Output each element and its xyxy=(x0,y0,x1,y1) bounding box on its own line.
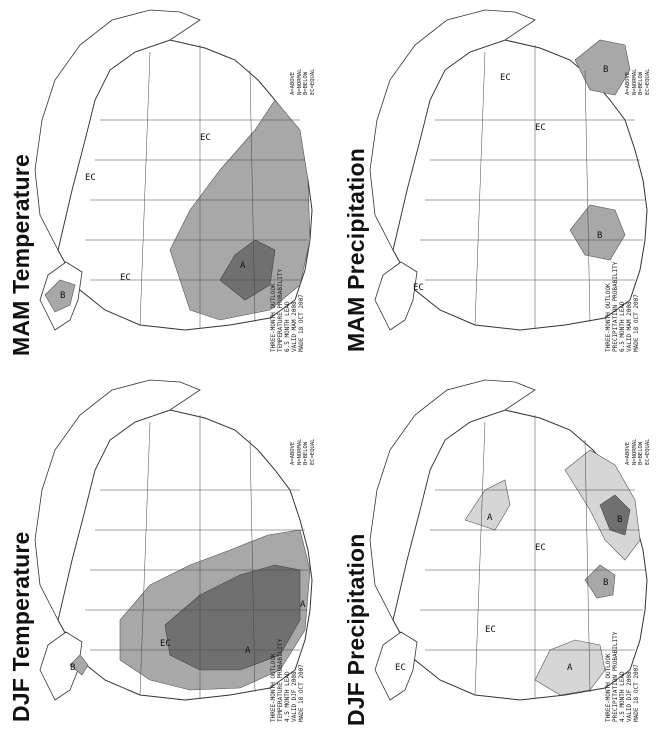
alaska-outline xyxy=(374,631,418,701)
region-label: EC xyxy=(85,173,96,183)
outlook-notes: THREE-MONTH OUTLOOK PRECIPITATION PROBABI… xyxy=(605,631,640,722)
panel-title: MAM Precipitation xyxy=(343,147,369,352)
shade-above-dark xyxy=(164,564,301,671)
shade-below-south xyxy=(584,564,616,599)
map-mam-precipitation: EC EC EC B B xyxy=(369,9,648,331)
region-label: B xyxy=(603,65,608,75)
panel-djf-precipitation: EC EC A A B B EC DJF Precipitation THREE… xyxy=(335,370,670,740)
region-label: A xyxy=(487,513,493,523)
region-label: B xyxy=(617,515,622,525)
region-label: B xyxy=(60,291,65,301)
panel-title: DJF Temperature xyxy=(8,531,34,722)
state-lines xyxy=(85,415,310,698)
region-label: EC xyxy=(500,73,511,83)
state-lines xyxy=(420,45,645,328)
outlook-notes: THREE-MONTH OUTLOOK TEMPERATURE PROBABILI… xyxy=(270,638,305,722)
shade-above-light xyxy=(169,99,311,321)
region-label: A xyxy=(300,600,306,610)
panel-mam-precipitation: EC EC EC B B MAM Precipitation THREE-MON… xyxy=(335,0,670,370)
shade-above-north xyxy=(464,479,511,531)
shade-above-west xyxy=(534,639,606,696)
canada-outline xyxy=(34,379,201,622)
legend: A=ABOVE N=NORMAL B=BELOW EC=EQUAL xyxy=(625,68,651,96)
canada-outline xyxy=(369,379,536,622)
region-label: B xyxy=(603,578,608,588)
panel-title: MAM Temperature xyxy=(8,154,34,356)
map-djf-temperature: EC A A B xyxy=(34,379,313,701)
shade-above-dark xyxy=(219,239,276,301)
outlook-notes: THREE-MONTH OUTLOOK PRECIPITATION PROBABI… xyxy=(605,261,640,352)
region-label: EC xyxy=(535,123,546,133)
shade-below-northeast xyxy=(574,39,631,96)
canada-outline xyxy=(34,9,201,252)
legend: A=ABOVE N=NORMAL B=BELOW EC=EQUAL xyxy=(290,68,316,96)
region-label: EC xyxy=(160,639,171,649)
panel-djf-temperature: EC A A B DJF Temperature THREE-MONTH OUT… xyxy=(0,370,335,740)
alaska-outline xyxy=(39,631,83,701)
shade-below-southwest xyxy=(569,204,626,261)
region-label: B xyxy=(597,231,602,241)
region-label: B xyxy=(70,663,75,673)
shade-below-dark xyxy=(599,494,631,536)
panel-title: DJF Precipitation xyxy=(343,533,369,726)
legend: A=ABOVE N=NORMAL B=BELOW EC=EQUAL xyxy=(625,438,651,466)
map-djf-precipitation: EC EC A A B B EC xyxy=(369,379,648,701)
canada-outline xyxy=(369,9,536,252)
region-label: A xyxy=(245,646,251,656)
alaska-outline xyxy=(374,261,418,331)
state-lines xyxy=(420,415,645,698)
outlook-notes: THREE-MONTH OUTLOOK TEMPERATURE PROBABILI… xyxy=(270,268,305,352)
region-label: EC xyxy=(200,133,211,143)
shade-below xyxy=(44,279,76,313)
region-label: EC xyxy=(413,283,424,293)
legend: A=ABOVE N=NORMAL B=BELOW EC=EQUAL xyxy=(290,438,316,466)
region-label: EC xyxy=(120,273,131,283)
region-label: EC xyxy=(395,663,406,673)
state-lines xyxy=(85,45,310,328)
panel-mam-temperature: EC EC EC A B MAM Temperature THREE-MONTH… xyxy=(0,0,335,370)
region-label: A xyxy=(240,261,246,271)
region-label: EC xyxy=(535,543,546,553)
map-mam-temperature: EC EC EC A B xyxy=(34,9,313,331)
region-label: EC xyxy=(485,625,496,635)
region-label: A xyxy=(567,663,573,673)
shade-below xyxy=(69,654,89,676)
